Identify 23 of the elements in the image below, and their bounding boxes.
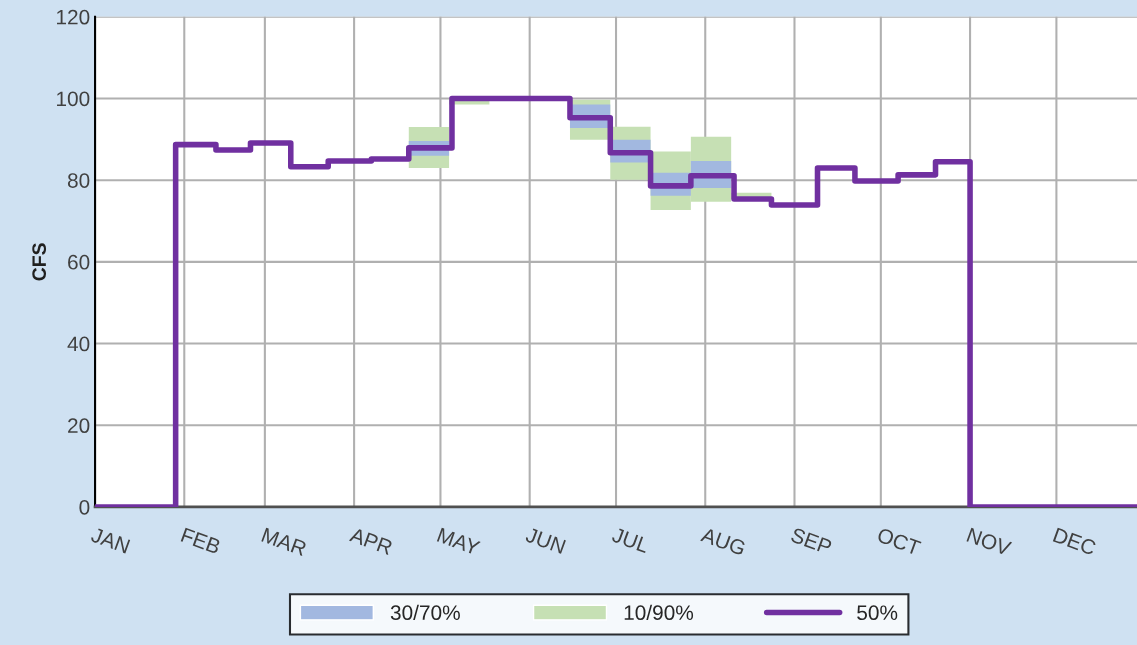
x-tick-label: DEC: [1052, 527, 1097, 556]
x-tick-label: MAR: [261, 527, 308, 557]
x-tick-label: OCT: [876, 527, 922, 556]
x-tick-label: APR: [348, 527, 394, 555]
y-tick-label: 120: [57, 9, 90, 25]
x-tick-label: JUL: [611, 527, 650, 554]
y-tick-label: 40: [67, 336, 90, 352]
y-axis-title: CFS: [32, 243, 47, 281]
y-tick-label: 60: [68, 254, 90, 270]
legend-label: 50%: [857, 605, 898, 621]
legend-label: 10/90%: [624, 604, 694, 621]
x-tick-label: FEB: [180, 527, 222, 555]
x-tick-label: MAY: [436, 527, 481, 556]
legend-label: 30/70%: [390, 604, 460, 621]
x-tick-label: SEP: [790, 527, 833, 555]
x-tick-label: JAN: [90, 527, 131, 554]
x-tick-label: JUN: [524, 527, 566, 555]
x-tick-label: AUG: [700, 526, 747, 556]
x-tick-label: NOV: [966, 527, 1013, 557]
y-tick-label: 0: [79, 499, 90, 515]
y-tick-label: 100: [57, 91, 90, 107]
y-tick-label: 20: [68, 418, 90, 434]
y-tick-label: 80: [67, 173, 90, 188]
